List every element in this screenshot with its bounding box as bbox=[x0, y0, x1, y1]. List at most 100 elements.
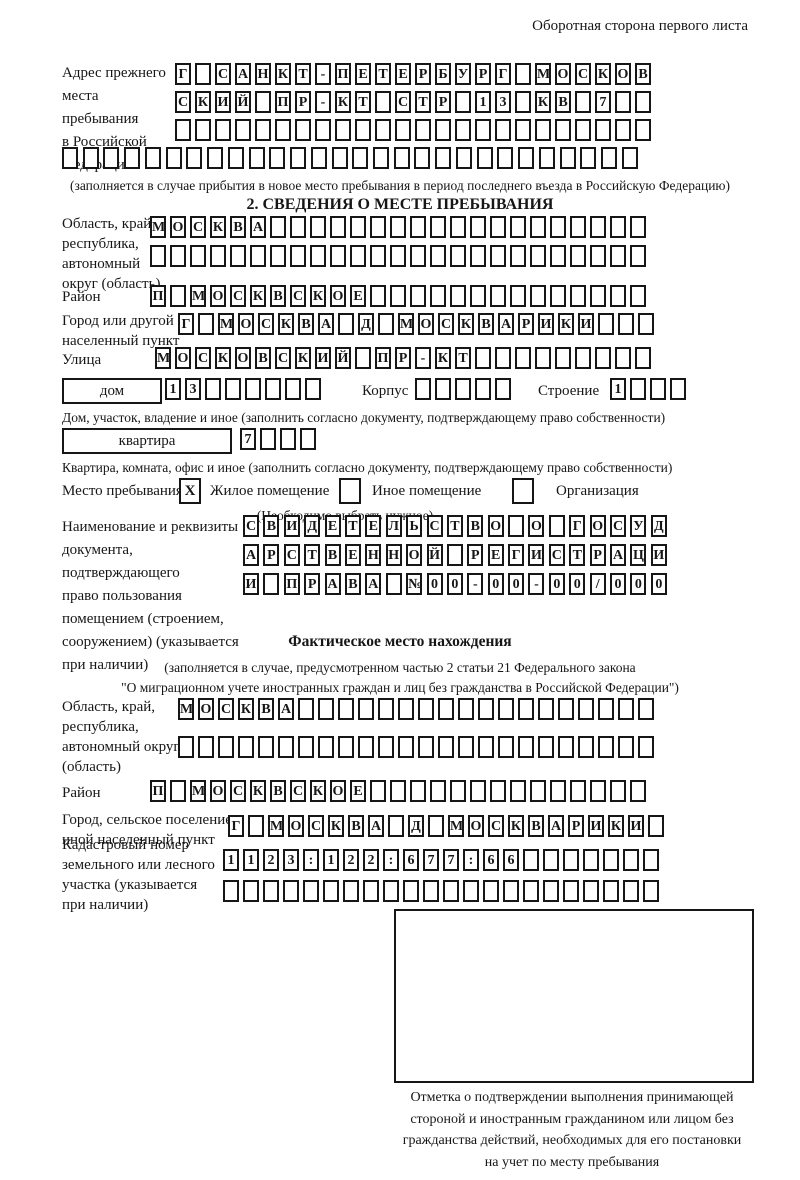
char-cell[interactable]: К bbox=[335, 91, 351, 113]
char-cell[interactable]: Е bbox=[324, 515, 341, 537]
char-cell[interactable]: 1 bbox=[475, 91, 491, 113]
char-cell[interactable]: Р bbox=[475, 63, 491, 85]
char-cell[interactable]: : bbox=[463, 849, 479, 871]
char-cell[interactable]: 1 bbox=[610, 378, 626, 400]
char-cell[interactable] bbox=[550, 216, 566, 238]
char-cell[interactable] bbox=[298, 698, 314, 720]
char-cell[interactable] bbox=[255, 119, 271, 141]
char-cell[interactable] bbox=[518, 698, 534, 720]
char-cell[interactable]: 0 bbox=[630, 573, 647, 595]
char-cell[interactable]: 6 bbox=[403, 849, 419, 871]
char-cell[interactable] bbox=[378, 698, 394, 720]
char-cell[interactable]: П bbox=[375, 347, 391, 369]
char-cell[interactable]: Р bbox=[467, 544, 484, 566]
char-cell[interactable] bbox=[403, 880, 419, 902]
char-cell[interactable]: 3 bbox=[185, 378, 201, 400]
char-cell[interactable]: О bbox=[288, 815, 304, 837]
char-cell[interactable] bbox=[435, 147, 452, 169]
char-cell[interactable] bbox=[410, 216, 426, 238]
char-cell[interactable]: С bbox=[243, 515, 259, 537]
char-cell[interactable]: О bbox=[330, 285, 346, 307]
char-cell[interactable]: О bbox=[238, 313, 254, 335]
char-cell[interactable] bbox=[446, 544, 463, 566]
char-cell[interactable]: - bbox=[415, 347, 431, 369]
char-cell[interactable] bbox=[458, 736, 474, 758]
char-cell[interactable] bbox=[598, 313, 614, 335]
char-cell[interactable]: Т bbox=[304, 544, 321, 566]
char-cell[interactable]: К bbox=[458, 313, 474, 335]
char-cell[interactable]: О bbox=[468, 815, 484, 837]
char-cell[interactable] bbox=[295, 119, 311, 141]
char-cell[interactable] bbox=[559, 147, 576, 169]
char-cell[interactable] bbox=[670, 378, 686, 400]
char-cell[interactable]: Е bbox=[350, 780, 366, 802]
char-cell[interactable]: 7 bbox=[443, 849, 459, 871]
char-cell[interactable] bbox=[390, 780, 406, 802]
char-cell[interactable] bbox=[390, 285, 406, 307]
char-cell[interactable] bbox=[563, 849, 579, 871]
char-cell[interactable] bbox=[238, 736, 254, 758]
char-cell[interactable]: Г bbox=[228, 815, 244, 837]
char-cell[interactable]: С bbox=[283, 544, 300, 566]
char-cell[interactable] bbox=[543, 880, 559, 902]
char-cell[interactable]: М bbox=[178, 698, 194, 720]
char-cell[interactable]: Р bbox=[518, 313, 534, 335]
char-cell[interactable] bbox=[490, 245, 506, 267]
char-cell[interactable] bbox=[603, 880, 619, 902]
char-cell[interactable] bbox=[515, 347, 531, 369]
char-cell[interactable] bbox=[350, 245, 366, 267]
char-cell[interactable] bbox=[235, 119, 251, 141]
char-cell[interactable] bbox=[207, 147, 224, 169]
char-cell[interactable]: К bbox=[210, 216, 226, 238]
char-cell[interactable]: В bbox=[270, 780, 286, 802]
char-cell[interactable] bbox=[548, 515, 565, 537]
char-cell[interactable] bbox=[610, 780, 626, 802]
char-cell[interactable]: О bbox=[406, 544, 423, 566]
char-cell[interactable] bbox=[635, 91, 651, 113]
char-cell[interactable]: Е bbox=[344, 544, 361, 566]
house-box[interactable]: дом bbox=[62, 378, 162, 404]
char-cell[interactable]: Д bbox=[650, 515, 667, 537]
char-cell[interactable] bbox=[455, 378, 471, 400]
char-cell[interactable] bbox=[475, 378, 491, 400]
char-cell[interactable]: С bbox=[438, 313, 454, 335]
char-cell[interactable]: Р bbox=[415, 63, 431, 85]
char-cell[interactable] bbox=[463, 880, 479, 902]
char-cell[interactable]: К bbox=[328, 815, 344, 837]
char-cell[interactable]: Н bbox=[255, 63, 271, 85]
char-cell[interactable] bbox=[343, 880, 359, 902]
char-cell[interactable] bbox=[338, 698, 354, 720]
char-cell[interactable]: О bbox=[210, 285, 226, 307]
char-cell[interactable]: И bbox=[538, 313, 554, 335]
char-cell[interactable] bbox=[530, 780, 546, 802]
char-cell[interactable]: С bbox=[308, 815, 324, 837]
char-cell[interactable]: В bbox=[255, 347, 271, 369]
char-cell[interactable]: С bbox=[426, 515, 443, 537]
char-cell[interactable]: 2 bbox=[263, 849, 279, 871]
char-cell[interactable]: А bbox=[243, 544, 259, 566]
char-cell[interactable]: В bbox=[478, 313, 494, 335]
char-cell[interactable] bbox=[258, 736, 274, 758]
char-cell[interactable]: С bbox=[548, 544, 565, 566]
char-cell[interactable]: С bbox=[258, 313, 274, 335]
char-cell[interactable] bbox=[550, 245, 566, 267]
char-cell[interactable] bbox=[175, 119, 191, 141]
char-cell[interactable] bbox=[245, 378, 261, 400]
char-cell[interactable]: П bbox=[275, 91, 291, 113]
char-cell[interactable]: С bbox=[218, 698, 234, 720]
char-cell[interactable] bbox=[497, 147, 514, 169]
char-cell[interactable]: К bbox=[310, 285, 326, 307]
char-cell[interactable] bbox=[305, 378, 321, 400]
char-cell[interactable]: И bbox=[283, 515, 300, 537]
char-cell[interactable]: 7 bbox=[240, 428, 256, 450]
char-cell[interactable] bbox=[263, 880, 279, 902]
char-cell[interactable] bbox=[476, 147, 493, 169]
char-cell[interactable]: Р bbox=[395, 347, 411, 369]
char-cell[interactable] bbox=[290, 245, 306, 267]
char-cell[interactable] bbox=[515, 63, 531, 85]
char-cell[interactable] bbox=[510, 780, 526, 802]
char-cell[interactable] bbox=[255, 91, 271, 113]
char-cell[interactable]: Г bbox=[178, 313, 194, 335]
char-cell[interactable]: В bbox=[348, 815, 364, 837]
char-cell[interactable] bbox=[483, 880, 499, 902]
